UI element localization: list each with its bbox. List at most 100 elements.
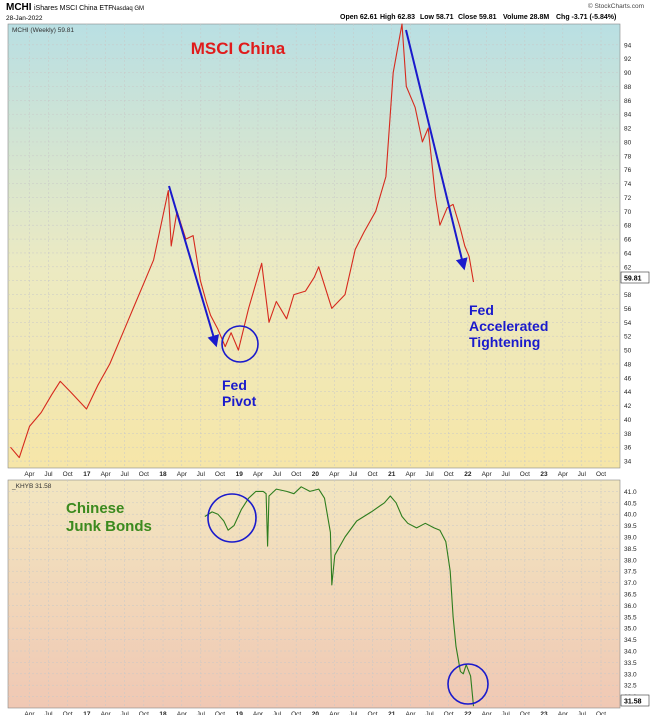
junk-x-tick-label: Jul — [197, 711, 206, 715]
junk-x-tick-label: Apr — [482, 711, 493, 715]
change-label: Chg -3.71 (-5.84%) — [556, 14, 616, 21]
price-x-tick-label: Jul — [349, 471, 358, 478]
decline-arrow-2018 — [168, 185, 220, 348]
fed-pivot-text-1: Fed — [222, 377, 247, 393]
volume-label: Volume 28.8M — [503, 14, 549, 21]
mchi-price-line — [10, 23, 475, 459]
price-legend: MCHI (Weekly) 59.81 — [12, 27, 74, 34]
price-y-tick-label: 42 — [624, 403, 632, 410]
junk-y-tick-label: 38.5 — [624, 546, 637, 553]
high-label: High 62.83 — [380, 14, 415, 21]
fed-tightening-text-1: Fed — [469, 302, 494, 318]
price-y-tick-label: 58 — [624, 292, 632, 299]
junk-y-tick-label: 37.5 — [624, 569, 637, 576]
price-y-tick-label: 92 — [624, 56, 632, 63]
junk-x-tick-label: Oct — [367, 711, 377, 715]
price-y-tick-label: 50 — [624, 348, 632, 355]
price-y-tick-label: 48 — [624, 361, 632, 368]
price-x-tick-label: Jul — [197, 471, 206, 478]
exchange-label: Nasdaq GM — [112, 6, 144, 12]
price-y-tick-label: 80 — [624, 139, 632, 146]
junk-y-tick-label: 34.5 — [624, 637, 637, 644]
junk-x-tick-label: 19 — [236, 711, 244, 715]
price-x-tick-label: Oct — [367, 471, 377, 478]
date-label: 28-Jan-2022 — [6, 15, 43, 22]
price-x-tick-label: Apr — [482, 471, 493, 478]
price-x-tick-label: 19 — [236, 471, 244, 478]
fed-pivot-junk-circle — [207, 493, 257, 543]
junk-y-axis: 32.032.533.033.534.034.535.035.536.036.5… — [624, 489, 637, 701]
price-x-tick-label: Oct — [139, 471, 149, 478]
price-x-tick-label: Apr — [558, 471, 569, 478]
price-x-tick-label: Oct — [215, 471, 225, 478]
price-x-tick-label: Apr — [253, 471, 264, 478]
junk-x-tick-label: Oct — [291, 711, 301, 715]
price-x-tick-label: Jul — [578, 471, 587, 478]
junk-y-tick-label: 37.0 — [624, 580, 637, 587]
price-x-axis: Apr Jul Oct 17 Apr Jul Oct 18 Apr Jul Oct 19 Apr Jul O… — [24, 471, 606, 478]
price-x-tick-label: 18 — [159, 471, 167, 478]
junk-x-tick-label: Apr — [558, 711, 569, 715]
junk-x-tick-label: Apr — [253, 711, 264, 715]
price-y-tick-label: 70 — [624, 209, 632, 216]
fed-tightening-text-2: Accelerated — [469, 318, 548, 334]
junk-y-tick-label: 40.0 — [624, 512, 637, 519]
junk-legend: _KHYB 31.58 — [11, 483, 52, 490]
junk-title-line-1: Chinese — [66, 500, 124, 517]
price-x-tick-label: Oct — [291, 471, 301, 478]
price-y-tick-label: 68 — [624, 223, 632, 230]
junk-y-tick-label: 39.0 — [624, 535, 637, 542]
price-y-tick-label: 90 — [624, 70, 632, 77]
junk-x-tick-label: 21 — [388, 711, 396, 715]
price-y-tick-label: 82 — [624, 126, 632, 133]
last-junk-box — [620, 694, 650, 707]
price-y-axis: 3436384042444648505254565860626466687072… — [624, 42, 632, 465]
junk-y-tick-label: 41.0 — [624, 489, 637, 496]
junk-x-tick-label: Jul — [425, 711, 434, 715]
symbol-label: MCHI — [6, 2, 32, 13]
price-x-tick-label: Jul — [44, 471, 53, 478]
junk-x-tick-label: Oct — [215, 711, 225, 715]
price-x-tick-label: Apr — [101, 471, 112, 478]
junk-y-tick-label: 32.5 — [624, 683, 637, 690]
junk-x-tick-label: Apr — [101, 711, 112, 715]
junk-y-tick-label: 40.5 — [624, 500, 637, 507]
junk-x-tick-label: Oct — [444, 711, 454, 715]
price-x-tick-label: Apr — [405, 471, 416, 478]
price-x-tick-label: Apr — [177, 471, 188, 478]
source-label: © StockCharts.com — [588, 2, 644, 10]
junk-x-tick-label: Apr — [24, 711, 35, 715]
junk-y-tick-label: 34.0 — [624, 649, 637, 656]
price-x-tick-label: Oct — [63, 471, 73, 478]
junk-x-tick-label: Oct — [520, 711, 530, 715]
junk-x-tick-label: Jul — [501, 711, 510, 715]
open-label: Open 62.61 — [340, 14, 377, 21]
last-price-box — [620, 271, 650, 284]
junk-y-tick-label: 33.0 — [624, 671, 637, 678]
junk-x-tick-label: 18 — [159, 711, 167, 715]
junk-x-tick-label: Jul — [120, 711, 129, 715]
junk-y-tick-label: 35.0 — [624, 626, 637, 633]
junk-x-tick-label: Jul — [578, 711, 587, 715]
price-y-tick-label: 88 — [624, 84, 632, 91]
junk-x-tick-label: 17 — [83, 711, 91, 715]
junk-x-tick-label: 22 — [464, 711, 472, 715]
junk-x-tick-label: 23 — [540, 711, 548, 715]
junk-y-tick-label: 38.0 — [624, 557, 637, 564]
price-x-tick-label: Jul — [425, 471, 434, 478]
price-y-tick-label: 84 — [624, 112, 632, 119]
price-x-tick-label: Oct — [520, 471, 530, 478]
junk-title-line-2: Junk Bonds — [66, 518, 152, 535]
close-label: Close 59.81 — [458, 14, 497, 21]
price-x-tick-label: 21 — [388, 471, 396, 478]
price-x-tick-label: Jul — [120, 471, 129, 478]
junk-x-tick-label: Apr — [329, 711, 340, 715]
price-x-tick-label: 20 — [312, 471, 320, 478]
price-y-tick-label: 86 — [624, 98, 632, 105]
fed-tightening-text-3: Tightening — [469, 334, 540, 350]
junk-x-axis: Apr Jul Oct 17 Apr Jul Oct 18 Apr Jul Oct 19 Apr Jul O… — [24, 711, 606, 715]
price-y-tick-label: 34 — [624, 459, 632, 466]
price-y-tick-label: 52 — [624, 334, 632, 341]
price-y-tick-label: 40 — [624, 417, 632, 424]
